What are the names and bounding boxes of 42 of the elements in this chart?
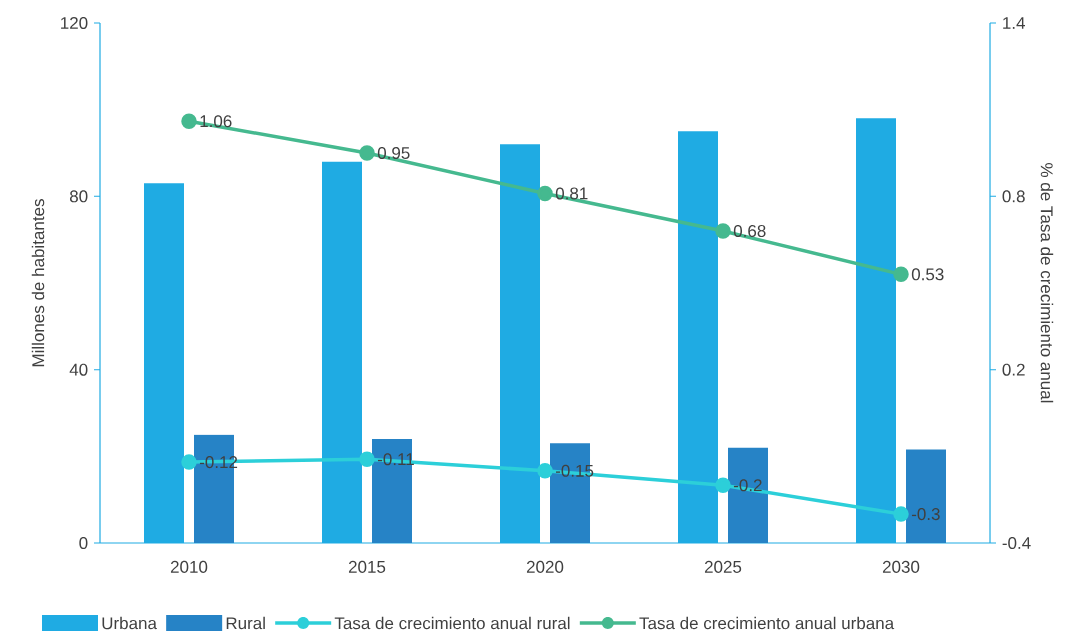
data-label: -0.12 — [199, 456, 238, 469]
y-tick-label: 0 — [79, 536, 88, 550]
y-tick-label: 40 — [69, 363, 88, 376]
data-label: 0.95 — [377, 146, 410, 160]
y2-tick-label: 0.2 — [1002, 363, 1025, 376]
legend-label: Urbana — [102, 616, 157, 630]
x-tick-label: 2020 — [526, 560, 564, 573]
y2-tick-label: 1.4 — [1003, 17, 1026, 29]
point — [715, 223, 731, 239]
bar — [372, 439, 413, 543]
y2-tick-label: 0.8 — [1002, 190, 1025, 203]
point — [893, 506, 909, 522]
data-label: -0.3 — [911, 508, 940, 521]
y2-axis-title: % de Tasa de crecimiento anual — [1040, 163, 1054, 403]
y-axis-title: Millones de habitantes — [31, 199, 45, 367]
y-tick-label: 80 — [69, 190, 88, 203]
data-label: -0.11 — [377, 453, 414, 466]
point — [359, 451, 375, 467]
point — [715, 477, 731, 493]
point — [537, 463, 553, 479]
x-tick-label: 2025 — [704, 560, 742, 573]
data-label: 0.53 — [911, 268, 944, 281]
bar — [728, 447, 769, 543]
y-tick-label: 120 — [61, 16, 88, 30]
point — [181, 454, 197, 470]
legend-label: Tasa de crecimiento anual rural — [334, 616, 570, 630]
data-label: 0.81 — [555, 187, 588, 200]
legend-label: Tasa de crecimiento anual urbana — [639, 616, 895, 630]
bar — [194, 434, 235, 543]
bar — [906, 449, 947, 543]
point — [359, 145, 375, 161]
data-label: 1.06 — [200, 115, 232, 128]
x-tick-label: 2030 — [882, 560, 920, 573]
data-label: -0.15 — [555, 464, 594, 477]
point — [537, 185, 553, 202]
y2-tick-label: -0.4 — [1002, 536, 1031, 550]
legend-label: Rural — [226, 616, 265, 630]
point — [181, 113, 197, 129]
data-label: 0.68 — [733, 224, 766, 238]
point — [893, 266, 909, 283]
x-tick-label: 2010 — [170, 560, 208, 573]
x-tick-label: 2015 — [348, 560, 386, 573]
